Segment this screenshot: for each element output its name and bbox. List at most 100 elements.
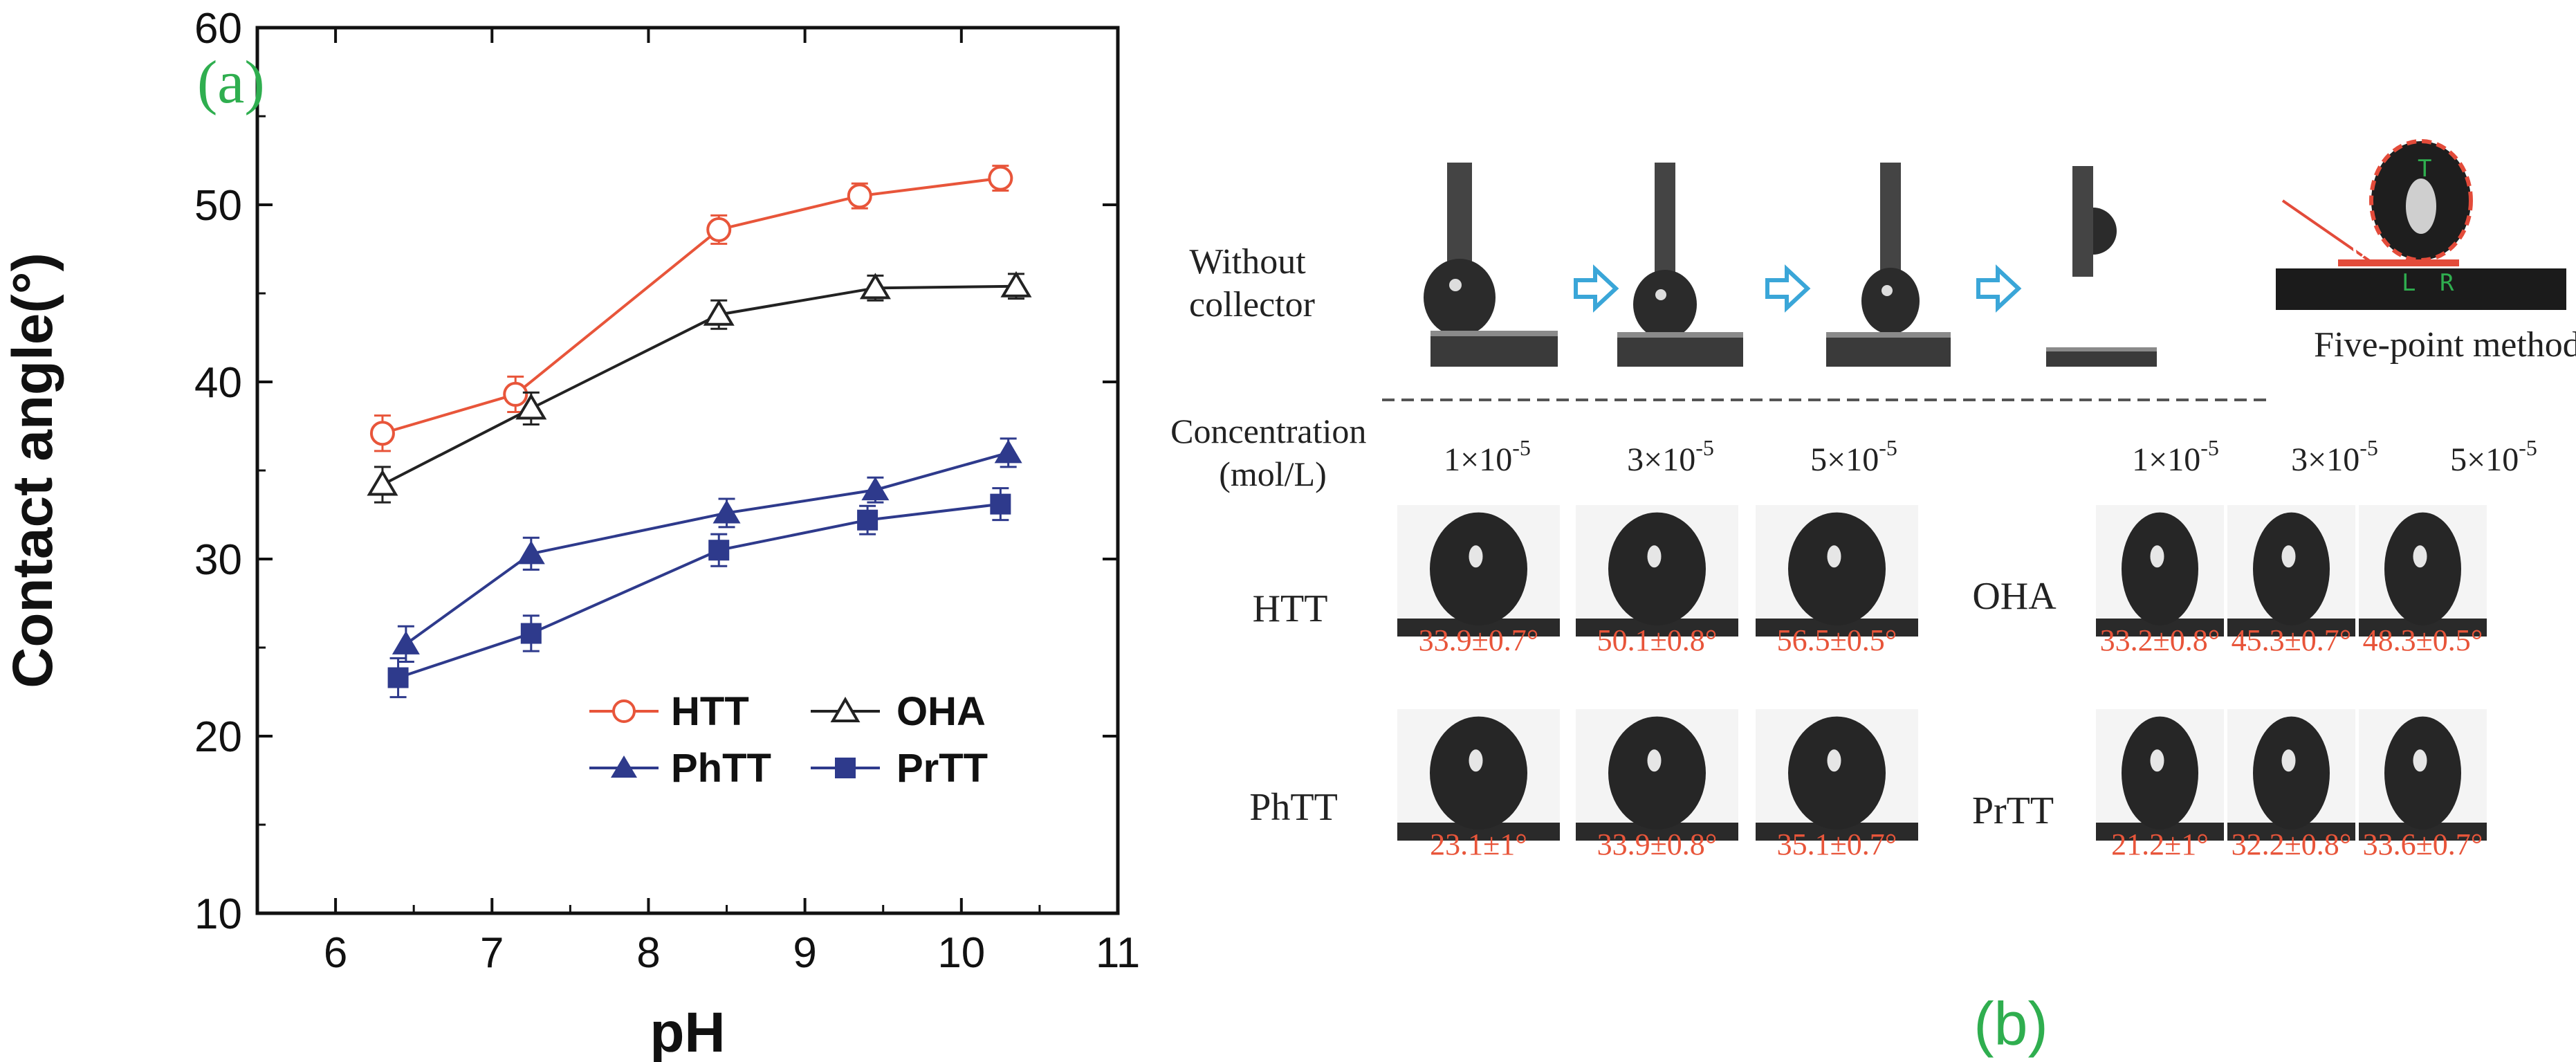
data-point — [517, 540, 545, 565]
series-line — [382, 176, 1001, 435]
panel-b-label: (b) — [1974, 989, 2048, 1058]
x-tick-label: 10 — [937, 929, 985, 977]
x-tick-label: 8 — [636, 929, 660, 977]
data-point — [392, 630, 420, 654]
drop-photo — [2359, 709, 2487, 841]
legend-item-prtt: PrTT — [811, 746, 988, 791]
series-line — [382, 284, 1017, 486]
data-point — [859, 273, 891, 300]
data-point — [520, 623, 542, 644]
contact-angle-value: 45.3±0.7° — [2232, 623, 2352, 657]
contact-angle-value: 32.2±0.8° — [2232, 827, 2352, 861]
arrow-right-icon — [1574, 264, 1619, 313]
x-axis: 6 7 8 9 10 11 — [256, 28, 1140, 977]
data-point — [708, 540, 730, 561]
drop-photo — [2227, 709, 2355, 841]
legend-label-oha: OHA — [896, 689, 986, 734]
drop-image-without-1 — [1424, 163, 1558, 367]
drop-photo — [1576, 505, 1738, 637]
concentration-headers: 1×10-5 3×10-5 5×10-5 1×10-5 3×10-5 5×10-5 — [1444, 435, 2537, 478]
drop-image-without-3 — [1826, 163, 1951, 367]
drop-photo — [2359, 505, 2487, 637]
five-point-method-image: T L R θ — [2276, 139, 2566, 310]
contact-angle-value: 50.1±0.8° — [1597, 623, 1718, 657]
arrow-right-icon — [1765, 264, 1811, 313]
contact-angle-value: 23.1±1° — [1430, 827, 1527, 861]
y-tick-label: 20 — [194, 713, 242, 761]
series-line — [397, 502, 1001, 679]
drop-photo — [2096, 505, 2224, 637]
x-tick-label: 9 — [793, 929, 816, 977]
panel-b-images: Without collector — [1170, 139, 2576, 1058]
y-tick-label: 60 — [194, 5, 242, 53]
data-point — [847, 183, 872, 209]
series-line — [405, 451, 1009, 646]
contact-angle-value: 33.6±0.7° — [2363, 827, 2483, 861]
filled-triangle-icon — [611, 756, 637, 778]
group-label-prtt: PrTT — [1972, 789, 2054, 832]
open-circle-icon — [612, 699, 636, 723]
legend-item-oha: OHA — [811, 689, 986, 734]
series-prtt — [387, 487, 1011, 699]
data-point — [990, 493, 1011, 515]
legend-label-prtt: PrTT — [896, 746, 988, 791]
concentration-header: 3×10-5 — [1627, 435, 1714, 478]
group-label-phtt: PhTT — [1249, 786, 1338, 829]
without-collector-label: Without collector — [1189, 242, 1315, 324]
legend: HTT OHA PhTT PrTT — [589, 689, 988, 791]
concentration-header: 5×10-5 — [2450, 435, 2537, 478]
series-htt — [369, 165, 1013, 452]
drop-photo — [1756, 709, 1918, 841]
x-tick-label: 7 — [480, 929, 504, 977]
data-point — [861, 477, 890, 501]
series-layer — [367, 165, 1032, 699]
drop-photo — [2096, 709, 2224, 841]
group-label-oha: OHA — [1972, 575, 2057, 618]
contact-angle-value: 56.5±0.5° — [1777, 623, 1897, 657]
data-point — [706, 217, 732, 242]
data-point — [857, 509, 878, 531]
series-phtt — [392, 437, 1022, 663]
open-triangle-icon — [830, 697, 861, 722]
y-tick-label: 40 — [194, 359, 242, 407]
five-point-mark-theta: θ — [2352, 233, 2368, 264]
panel-a-label: (a) — [197, 49, 265, 116]
legend-item-phtt: PhTT — [589, 746, 771, 791]
contact-angle-value: 33.2±0.8° — [2100, 623, 2220, 657]
data-point — [367, 469, 398, 496]
y-axis-label: Contact angle(°) — [1, 253, 64, 688]
arrow-right-icon — [1976, 264, 2022, 313]
drop-photo — [1576, 709, 1738, 841]
data-point — [703, 299, 735, 326]
contact-angle-value: 48.3±0.5° — [2363, 623, 2483, 657]
legend-label-htt: HTT — [671, 689, 749, 734]
data-point — [369, 421, 395, 446]
y-axis: 10 20 30 40 50 60 — [194, 5, 1118, 938]
drop-photo — [1756, 505, 1918, 637]
concentration-header: 3×10-5 — [2291, 435, 2378, 478]
x-tick-label: 6 — [324, 929, 347, 977]
contact-angle-value: 33.9±0.8° — [1597, 827, 1718, 861]
concentration-header: 5×10-5 — [1810, 435, 1897, 478]
x-tick-label: 11 — [1096, 929, 1140, 977]
contact-angle-value: 33.9±0.7° — [1419, 623, 1539, 657]
drop-image-without-2 — [1617, 163, 1743, 367]
contact-angle-value: 21.2±1° — [2111, 827, 2209, 861]
data-point — [1000, 271, 1032, 297]
five-point-method-label: Five-point method — [2314, 325, 2576, 365]
five-point-mark-t: T — [2418, 155, 2431, 183]
data-point — [503, 381, 528, 407]
data-point — [712, 500, 741, 524]
concentration-header: 1×10-5 — [2132, 435, 2219, 478]
five-point-mark-l: L — [2402, 269, 2416, 297]
data-point — [387, 667, 409, 688]
drop-photo — [1397, 709, 1560, 841]
series-oha — [367, 271, 1032, 504]
panel-a-chart: (a) 10 20 30 40 50 60 6 7 8 9 10 11 Contact angle(… — [1, 5, 1140, 1062]
legend-item-htt: HTT — [589, 689, 749, 734]
y-tick-label: 50 — [194, 182, 242, 230]
drop-photo — [2227, 505, 2355, 637]
drop-image-without-4 — [2046, 166, 2157, 367]
filled-square-icon — [835, 758, 856, 778]
